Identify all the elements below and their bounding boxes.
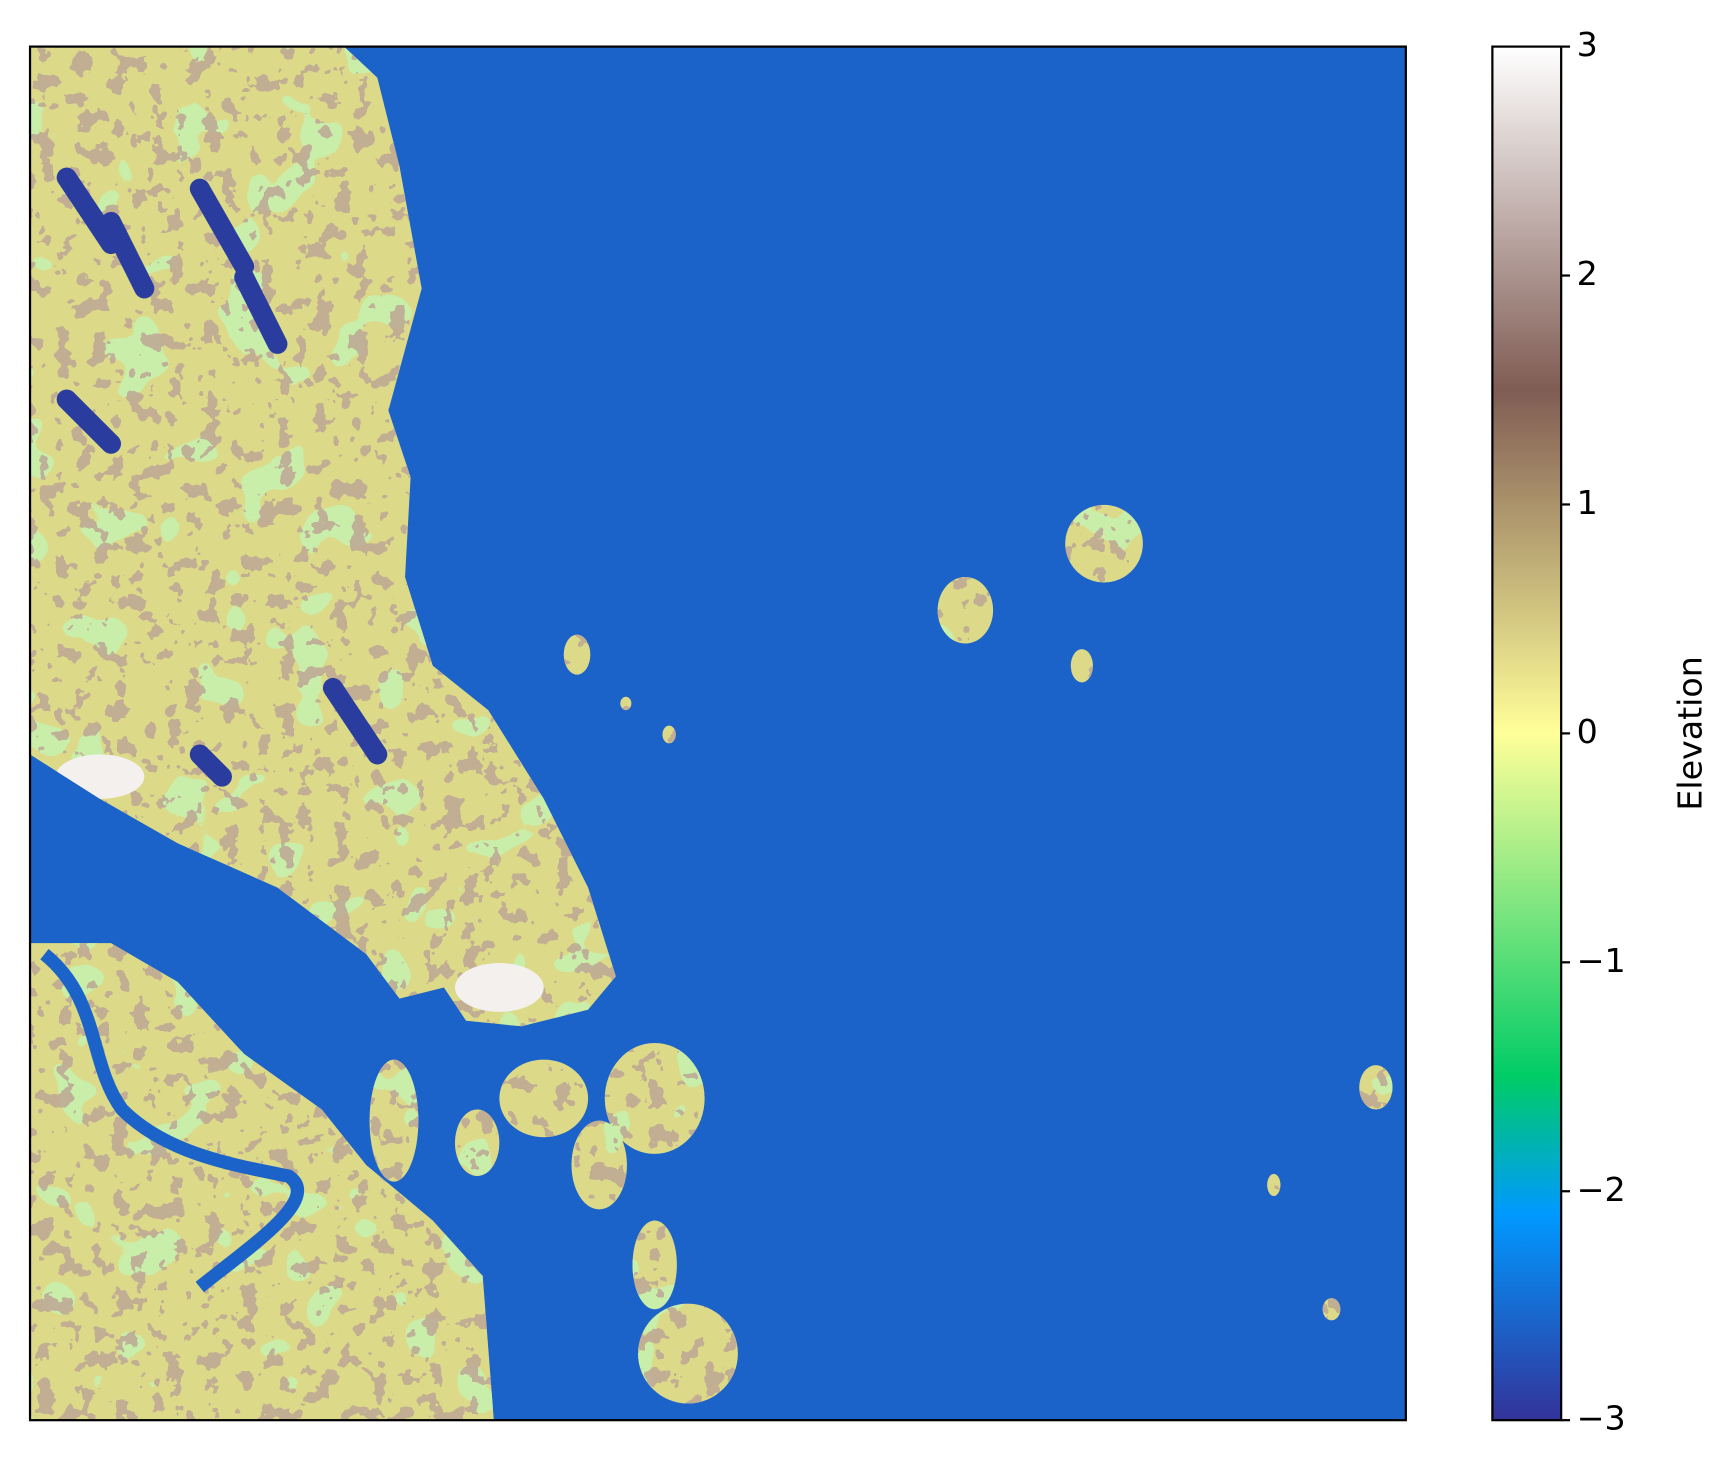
- map: [30, 46, 1406, 1421]
- map-frame: [28, 45, 1407, 1422]
- colorbar-tick-label: −2: [1577, 1170, 1626, 1209]
- colorbar-tick-label: 2: [1577, 254, 1598, 293]
- colorbar-tick-label: 1: [1577, 483, 1598, 522]
- colorbar-label: Elevation: [1671, 656, 1710, 811]
- colorbar-tick-label: −3: [1577, 1399, 1626, 1438]
- colorbar: [1491, 45, 1563, 1422]
- colorbar-tick-label: 0: [1577, 712, 1598, 751]
- colorbar-tick-label: −1: [1577, 941, 1626, 980]
- colorbar-tick-label: 3: [1577, 25, 1598, 64]
